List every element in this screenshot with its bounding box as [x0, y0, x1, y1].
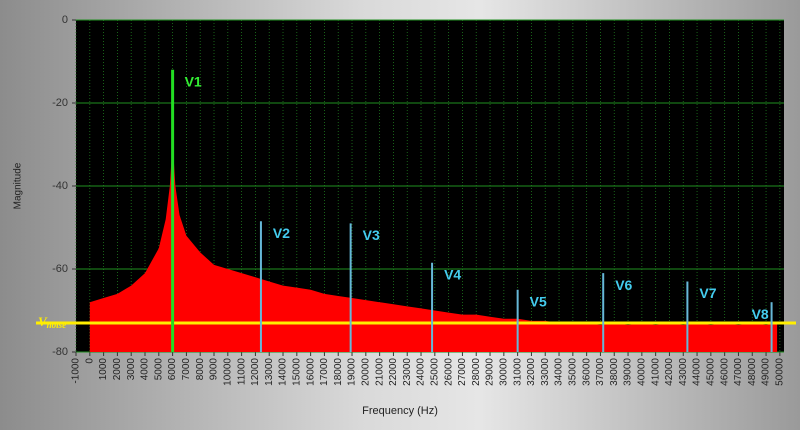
peak-label: V6 [615, 277, 632, 293]
x-tick-label: 7000 [181, 358, 192, 381]
x-tick-label: 38000 [609, 358, 620, 386]
x-tick-label: 0 [84, 358, 95, 364]
x-tick-label: 49000 [761, 358, 772, 386]
x-tick-label: 26000 [443, 358, 454, 386]
x-tick-label: 27000 [457, 358, 468, 386]
x-tick-label: 28000 [471, 358, 482, 386]
x-tick-label: 36000 [581, 358, 592, 386]
x-tick-label: 35000 [567, 358, 578, 386]
x-tick-label: 4000 [140, 358, 151, 381]
y-tick-label: -40 [52, 180, 68, 192]
x-tick-label: 1000 [98, 358, 109, 381]
x-tick-label: 21000 [374, 358, 385, 386]
noise-label: Vnoise [38, 314, 66, 330]
x-tick-label: 41000 [650, 358, 661, 386]
noise-label-main: V [38, 314, 48, 329]
x-tick-label: 44000 [692, 358, 703, 386]
x-tick-label: 33000 [540, 358, 551, 386]
x-tick-label: 18000 [333, 358, 344, 386]
x-tick-label: 11000 [236, 358, 247, 386]
x-tick-label: 13000 [264, 358, 275, 386]
x-tick-label: 24000 [416, 358, 427, 386]
x-tick-label: 34000 [554, 358, 565, 386]
peak-label: V5 [530, 293, 547, 309]
peak-label: V4 [444, 266, 461, 282]
x-tick-label: 9000 [209, 358, 220, 381]
x-tick-label: 20000 [360, 358, 371, 386]
x-tick-label: 47000 [733, 358, 744, 386]
x-tick-label: 29000 [485, 358, 496, 386]
x-tick-label: 48000 [747, 358, 758, 386]
x-tick-label: 43000 [678, 358, 689, 386]
x-tick-label: 32000 [526, 358, 537, 386]
x-tick-label: 37000 [595, 358, 606, 386]
x-tick-label: 23000 [402, 358, 413, 386]
x-tick-label: 6000 [167, 358, 178, 381]
y-tick-label: -20 [52, 97, 68, 109]
x-tick-label: 25000 [429, 358, 440, 386]
x-tick-label: -1000 [71, 358, 82, 384]
x-tick-label: 14000 [278, 358, 289, 386]
peak-label: V8 [752, 306, 769, 322]
noise-label-sub: noise [47, 320, 67, 330]
x-tick-label: 3000 [126, 358, 137, 381]
x-tick-label: 22000 [388, 358, 399, 386]
y-tick-label: 0 [62, 14, 68, 26]
x-tick-label: 46000 [719, 358, 730, 386]
x-tick-label: 30000 [498, 358, 509, 386]
x-tick-label: 16000 [305, 358, 316, 386]
x-tick-label: 50000 [775, 358, 786, 386]
x-tick-label: 31000 [512, 358, 523, 386]
peak-label: V3 [363, 227, 380, 243]
x-tick-label: 39000 [623, 358, 634, 386]
x-tick-label: 12000 [250, 358, 261, 386]
x-tick-label: 15000 [291, 358, 302, 386]
x-tick-label: 8000 [195, 358, 206, 381]
x-tick-label: 42000 [664, 358, 675, 386]
peak-label: V2 [273, 225, 290, 241]
x-tick-label: 40000 [636, 358, 647, 386]
x-tick-label: 2000 [112, 358, 123, 381]
x-tick-label: 19000 [347, 358, 358, 386]
peak-label: V7 [699, 285, 716, 301]
x-tick-label: 17000 [319, 358, 330, 386]
x-axis-label: Frequency (Hz) [362, 405, 438, 417]
y-tick-label: -80 [52, 346, 68, 358]
y-axis-label: Magnitude [13, 162, 24, 209]
y-tick-label: -60 [52, 263, 68, 275]
x-tick-label: 10000 [222, 358, 233, 386]
peak-label: V1 [185, 74, 202, 90]
x-tick-label: 5000 [153, 358, 164, 381]
x-tick-label: 45000 [705, 358, 716, 386]
